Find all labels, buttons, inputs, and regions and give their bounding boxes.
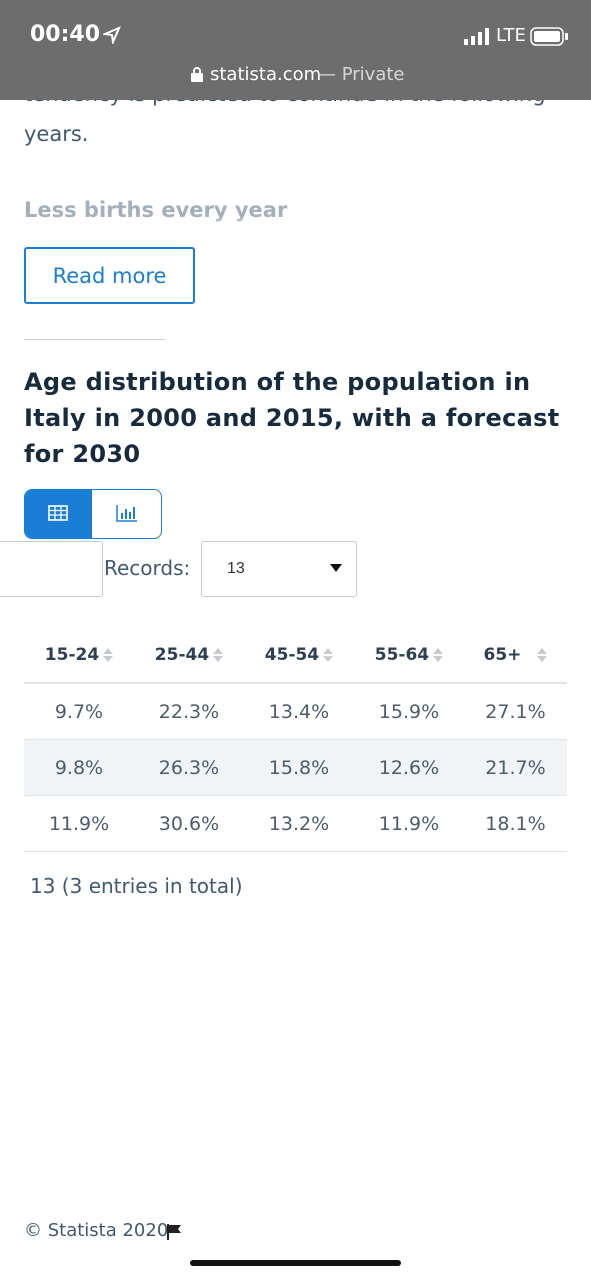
- chart-title: Age distribution of the population in It…: [24, 368, 560, 468]
- table-cell: 13.2%: [243, 795, 354, 852]
- table-cell: 26.3%: [133, 739, 244, 796]
- copyright: © Statista 2020: [24, 1220, 169, 1241]
- records-value: 13: [227, 560, 245, 577]
- data-table: 15-24 25-44 45-54 55-64 65+ 9.7% 22.3% 13.…: [24, 628, 567, 852]
- header-label: 25-44: [154, 645, 210, 665]
- column-header[interactable]: 65+: [463, 628, 567, 684]
- table-cell: 11.9%: [24, 795, 134, 852]
- url-domain[interactable]: statista.com: [210, 64, 322, 85]
- network-label: LTE: [496, 25, 526, 46]
- signal-icon: [464, 28, 489, 45]
- read-more-button[interactable]: Read more: [24, 247, 195, 304]
- table-cell: 22.3%: [133, 683, 244, 740]
- article-text: years.: [24, 122, 89, 146]
- table-cell: 13.4%: [243, 683, 354, 740]
- lock-icon: [191, 67, 203, 82]
- table-row: 9.8% 26.3% 15.8% 12.6% 21.7%: [24, 739, 567, 796]
- browsing-mode: — Private: [318, 64, 405, 85]
- flag-icon[interactable]: [166, 1223, 184, 1241]
- header-label: 55-64: [374, 645, 430, 665]
- view-toggle: [24, 489, 162, 539]
- table-cell: 11.9%: [353, 795, 464, 852]
- table-cell: 9.8%: [24, 739, 134, 796]
- table-cell: 15.8%: [243, 739, 354, 796]
- column-header[interactable]: 25-44: [133, 628, 244, 684]
- table-view-button[interactable]: [25, 490, 92, 538]
- search-input[interactable]: [0, 541, 103, 597]
- header-label: 15-24: [44, 645, 100, 665]
- fade-overlay: [0, 215, 591, 245]
- table-cell: 21.7%: [463, 739, 567, 796]
- location-icon: [103, 26, 121, 44]
- chart-view-button[interactable]: [92, 490, 161, 538]
- records-select[interactable]: 13: [201, 541, 357, 597]
- table-cell: 18.1%: [463, 795, 567, 852]
- table-cell: 9.7%: [24, 683, 134, 740]
- table-summary: 13 (3 entries in total): [30, 874, 243, 898]
- table-cell: 30.6%: [133, 795, 244, 852]
- column-header[interactable]: 45-54: [243, 628, 354, 684]
- header-label: 65+: [483, 645, 522, 665]
- table-cell: 15.9%: [353, 683, 464, 740]
- clock: 00:40: [30, 22, 101, 47]
- table-row: 11.9% 30.6% 13.2% 11.9% 18.1%: [24, 795, 567, 852]
- table-cell: 27.1%: [463, 683, 567, 740]
- records-label: Records:: [104, 556, 191, 580]
- separator: [24, 339, 165, 340]
- battery-icon: [530, 27, 568, 46]
- table-cell: 12.6%: [353, 739, 464, 796]
- column-header[interactable]: 15-24: [24, 628, 134, 684]
- table-row: 9.7% 22.3% 13.4% 15.9% 27.1%: [24, 683, 567, 740]
- home-indicator: [190, 1260, 401, 1266]
- column-header[interactable]: 55-64: [353, 628, 464, 684]
- header-label: 45-54: [264, 645, 320, 665]
- status-bar: 00:40 LTE statista.com — Private: [0, 0, 591, 100]
